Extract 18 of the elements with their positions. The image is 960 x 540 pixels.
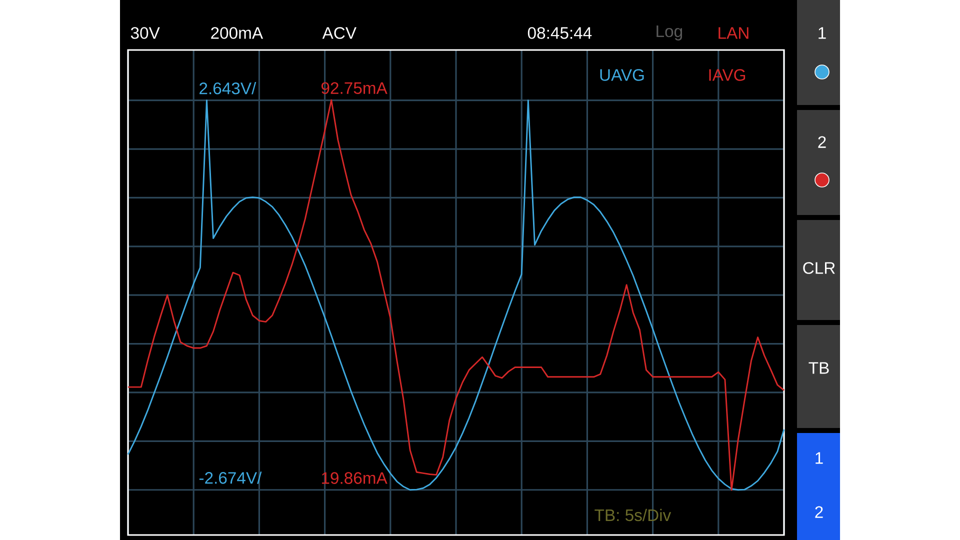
y-tick-label: -2.674V/ xyxy=(199,472,262,484)
text: IAVG xyxy=(709,69,746,81)
text: ACV xyxy=(322,27,356,39)
text: 08:45:44 xyxy=(528,27,592,39)
text: 2 xyxy=(815,506,823,518)
text: CLR xyxy=(803,262,835,274)
text: UAVG xyxy=(600,69,644,81)
text: 1 xyxy=(818,27,826,39)
text: LAN xyxy=(718,27,748,39)
y2-tick-label: 19.86mA xyxy=(322,472,388,484)
y2-tick-label: 92.75mA xyxy=(321,82,388,94)
y-tick-label: 2.643V/ xyxy=(200,82,256,94)
text: 2 xyxy=(818,136,826,148)
text: 1 xyxy=(816,452,823,464)
text: 30V xyxy=(130,27,160,39)
text: 200mA xyxy=(211,27,264,39)
text: TB xyxy=(808,362,829,374)
text: Log xyxy=(656,26,682,40)
